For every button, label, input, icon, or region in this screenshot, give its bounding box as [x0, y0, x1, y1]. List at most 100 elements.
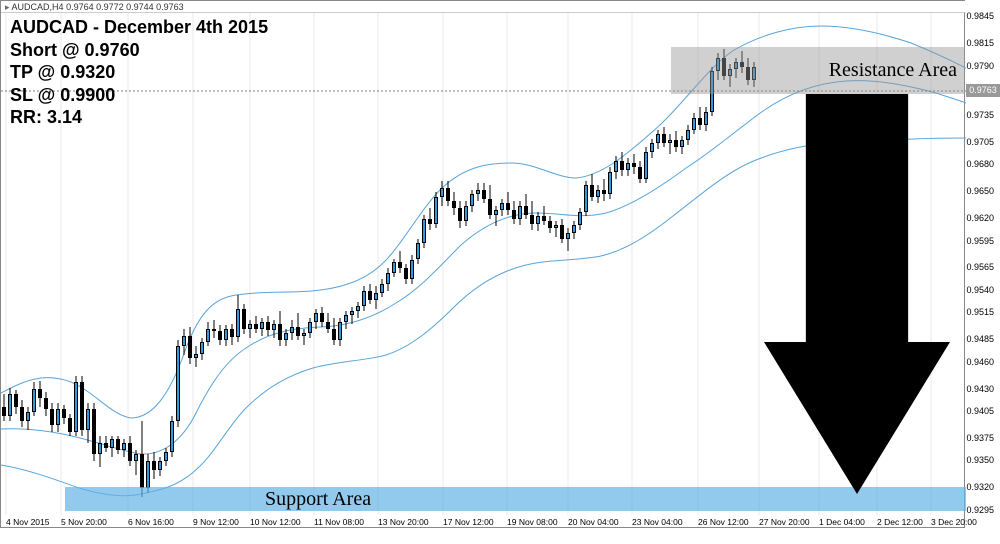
candle: [206, 322, 210, 346]
resistance-label: Resistance Area: [829, 59, 957, 82]
candle: [122, 439, 126, 457]
candle: [650, 139, 654, 159]
candle: [266, 316, 270, 336]
candle: [404, 264, 408, 284]
candle: [278, 311, 282, 347]
candle: [530, 201, 534, 230]
candle: [218, 325, 222, 345]
y-tick: 0.9540: [966, 285, 994, 295]
trade-info-box: AUDCAD - December 4th 2015 Short @ 0.976…: [10, 16, 268, 129]
candle: [656, 130, 660, 150]
x-tick: 13 Nov 20:00: [378, 517, 429, 527]
y-tick: 0.9460: [966, 357, 994, 367]
info-sl: SL @ 0.9900: [10, 84, 268, 107]
y-axis: 0.92950.93200.93500.93750.94050.94300.94…: [965, 0, 1000, 544]
candle: [254, 316, 258, 333]
candle: [176, 340, 180, 427]
candle: [296, 313, 300, 340]
candle: [536, 212, 540, 231]
candle: [74, 376, 78, 436]
candle: [686, 125, 690, 145]
down-arrow-icon: [764, 94, 950, 494]
candle: [272, 320, 276, 338]
x-tick: 10 Nov 12:00: [250, 517, 301, 527]
candle: [452, 192, 456, 214]
candle: [302, 329, 306, 345]
ohlc-label: 0.9764 0.9772 0.9744 0.9763: [66, 2, 184, 12]
candle: [464, 201, 468, 226]
x-tick: 26 Nov 12:00: [698, 517, 749, 527]
y-tick: 0.9705: [966, 137, 994, 147]
x-tick: 20 Nov 04:00: [568, 517, 619, 527]
candle: [596, 185, 600, 203]
candle: [356, 302, 360, 318]
candle: [98, 436, 102, 467]
candle: [362, 286, 366, 310]
candle: [92, 403, 96, 461]
x-tick: 23 Nov 04:00: [632, 517, 683, 527]
y-tick: 0.9790: [966, 61, 994, 71]
candle: [644, 147, 648, 183]
candle: [506, 192, 510, 214]
candle: [32, 382, 36, 416]
candle: [590, 174, 594, 201]
candle: [230, 324, 234, 345]
candle: [572, 221, 576, 239]
candle: [368, 284, 372, 305]
y-tick: 0.9485: [966, 334, 994, 344]
y-tick: 0.9375: [966, 433, 994, 443]
candle: [374, 286, 378, 308]
candle: [344, 311, 348, 329]
x-tick: 11 Nov 08:00: [314, 517, 364, 527]
candle: [566, 228, 570, 250]
candle: [56, 403, 60, 432]
candle: [284, 329, 288, 347]
candle: [662, 127, 666, 148]
candle: [554, 221, 558, 237]
candle: [470, 190, 474, 212]
candle: [398, 251, 402, 273]
x-tick: 5 Nov 20:00: [61, 517, 107, 527]
candle: [212, 320, 216, 338]
candle: [170, 416, 174, 456]
candle: [188, 327, 192, 365]
candle: [482, 183, 486, 203]
candle: [2, 394, 6, 421]
candle: [152, 452, 156, 479]
candle: [110, 436, 114, 457]
x-tick: 1 Dec 04:00: [819, 517, 865, 527]
candle: [80, 376, 84, 436]
candle: [248, 320, 252, 338]
info-tp: TP @ 0.9320: [10, 61, 268, 84]
candle: [518, 201, 522, 225]
y-tick: 0.9295: [966, 505, 994, 515]
info-short: Short @ 0.9760: [10, 39, 268, 62]
candle: [140, 421, 144, 497]
candle: [494, 206, 498, 227]
candle: [20, 400, 24, 427]
candle: [500, 199, 504, 217]
candle: [524, 194, 528, 219]
candle: [350, 307, 354, 324]
candle: [128, 436, 132, 466]
candle: [200, 338, 204, 360]
y-tick: 0.9680: [966, 159, 994, 169]
candle: [626, 158, 630, 176]
candle: [86, 403, 90, 443]
candle: [104, 436, 108, 452]
symbol-label: AUDCAD,H4: [12, 2, 64, 12]
candle: [608, 167, 612, 198]
candle: [236, 295, 240, 342]
candle: [380, 279, 384, 297]
candle: [386, 268, 390, 290]
candle: [158, 457, 162, 477]
candle: [680, 136, 684, 154]
candle: [512, 201, 516, 223]
candle: [116, 436, 120, 454]
current-price-marker: 0.9763: [966, 84, 1000, 97]
candle: [416, 239, 420, 264]
x-tick: 27 Nov 20:00: [759, 517, 810, 527]
candle: [242, 304, 246, 334]
candle: [578, 208, 582, 230]
candle: [38, 381, 42, 408]
